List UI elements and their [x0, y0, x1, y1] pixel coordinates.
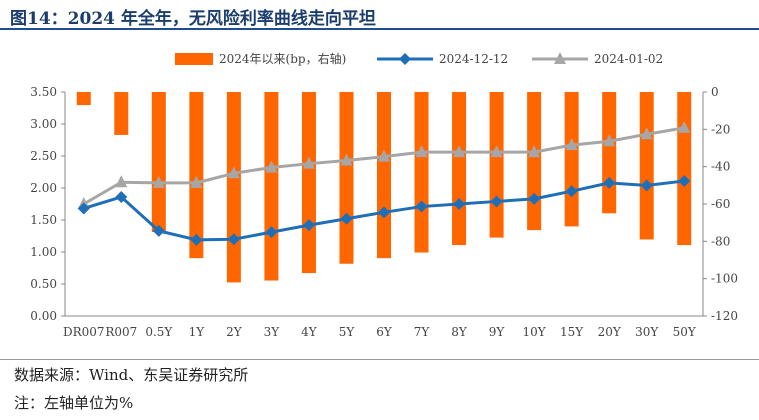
point [490, 145, 503, 158]
x-tick-label: 50Y [673, 325, 697, 339]
point [190, 233, 203, 246]
figure-title: 图14：2024 年全年，无风险利率曲线走向平坦 [0, 0, 759, 30]
bar [414, 92, 429, 253]
point [603, 176, 616, 189]
point [378, 149, 390, 162]
legend-marker [554, 52, 566, 64]
point [640, 127, 653, 140]
legend-label: 2024年以来(bp，右轴) [219, 51, 346, 66]
legend-swatch-bar [175, 53, 213, 65]
point [115, 190, 128, 203]
x-tick-label: 8Y [451, 325, 468, 339]
y-left-tick-label: 1.00 [30, 245, 57, 259]
x-tick-label: 4Y [301, 325, 318, 339]
point [640, 179, 653, 192]
x-tick-label: 30Y [635, 325, 659, 339]
y-left-tick-label: 3.00 [30, 117, 57, 131]
line-series [77, 120, 691, 246]
point [490, 195, 503, 208]
point [453, 145, 466, 158]
point [302, 219, 315, 232]
bar [264, 92, 279, 281]
chart-legend: 2024年以来(bp，右轴) 2024-12-12 2024-01-02 [175, 51, 663, 66]
point [565, 185, 578, 198]
point [340, 212, 353, 225]
point [302, 156, 315, 169]
point [227, 233, 240, 246]
point [152, 224, 165, 237]
point [565, 138, 578, 151]
legend-label: 2024-12-12 [439, 52, 508, 66]
y-right-tick-label: -80 [711, 234, 730, 248]
point [528, 192, 541, 205]
point [227, 166, 240, 179]
point [603, 134, 616, 147]
y-right-tick-label: -40 [711, 160, 730, 174]
x-tick-label: 6Y [376, 325, 393, 339]
point [115, 175, 128, 188]
point [265, 226, 278, 239]
y-right-tick-label: -60 [711, 197, 730, 211]
bar [76, 92, 91, 106]
y-left-tick-label: 1.50 [30, 213, 57, 227]
footer-divider [0, 359, 759, 360]
point [378, 206, 390, 219]
x-tick-label: R007 [105, 325, 137, 339]
x-tick-label: 7Y [414, 325, 431, 339]
legend-label: 2024-01-02 [594, 52, 663, 66]
bar [226, 92, 241, 283]
x-tick-label: 15Y [560, 325, 584, 339]
y-left-tick-label: 0.50 [30, 277, 57, 291]
note-text: 注：左轴单位为% [14, 394, 134, 412]
point [415, 145, 428, 158]
point [415, 200, 428, 213]
bar-series [76, 92, 692, 283]
point [678, 120, 691, 133]
x-tick-label: DR007 [63, 325, 105, 339]
chart: 2024年以来(bp，右轴) 2024-12-12 2024-01-02 0.000… [30, 51, 738, 339]
x-tick-label: 3Y [264, 325, 281, 339]
bar [339, 92, 354, 264]
point [265, 160, 278, 173]
x-tick-label: 10Y [523, 325, 547, 339]
bar [602, 92, 617, 214]
bar [489, 92, 504, 238]
source-text: 数据来源：Wind、东吴证券研究所 [14, 366, 249, 384]
bar [377, 92, 391, 259]
y-left-tick-label: 2.50 [30, 149, 57, 163]
bar [151, 92, 166, 232]
x-tick-label: 5Y [339, 325, 356, 339]
y-right-tick-label: 0 [711, 85, 719, 99]
y-left-tick-label: 0.00 [30, 309, 57, 323]
x-tick-label: 1Y [189, 325, 206, 339]
point [190, 175, 203, 188]
point [152, 175, 165, 188]
x-tick-label: 2Y [226, 325, 243, 339]
legend-marker [399, 53, 411, 65]
chart-axes: 0.00 0.50 1.00 1.50 2.00 2.50 3.00 3.50 0 -20 -40 -… [30, 85, 738, 339]
point [77, 202, 90, 215]
point [340, 153, 353, 166]
point [528, 145, 541, 158]
bar [452, 92, 467, 246]
x-tick-label: 20Y [598, 325, 622, 339]
y-right-tick-label: -100 [711, 272, 738, 286]
x-tick-label: 0.5Y [145, 325, 173, 339]
y-right-tick-label: -120 [711, 309, 738, 323]
x-tick-label: 9Y [489, 325, 506, 339]
y-left-tick-label: 2.00 [30, 181, 57, 195]
y-right-tick-label: -20 [711, 122, 730, 136]
bar [677, 92, 692, 246]
point [453, 198, 466, 210]
bar [639, 92, 654, 240]
bar [527, 92, 542, 231]
y-left-tick-label: 3.50 [30, 85, 57, 99]
bar [564, 92, 579, 227]
point [678, 174, 691, 187]
bar [189, 92, 204, 259]
bar [301, 92, 316, 274]
bar [114, 92, 129, 135]
